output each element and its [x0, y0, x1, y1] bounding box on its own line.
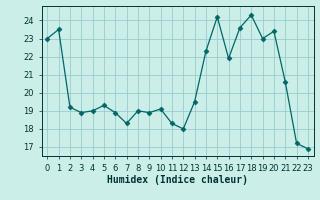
X-axis label: Humidex (Indice chaleur): Humidex (Indice chaleur) — [107, 175, 248, 185]
